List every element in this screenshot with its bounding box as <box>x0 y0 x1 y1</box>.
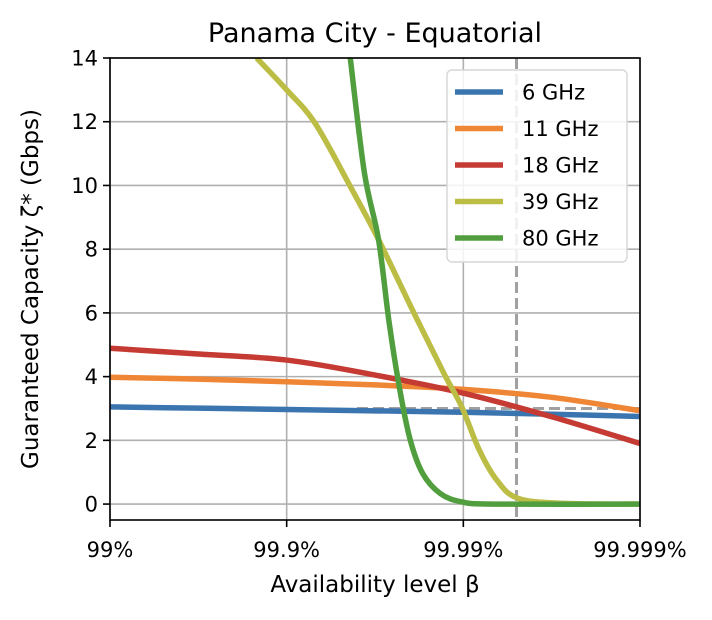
y-tick-label: 2 <box>85 429 98 453</box>
legend-label: 80 GHz <box>522 227 598 251</box>
legend-label: 39 GHz <box>522 190 598 214</box>
y-tick-label: 8 <box>85 238 98 262</box>
legend-box <box>446 69 628 263</box>
legend: 6 GHz 11 GHz 18 GHz 39 GHz 80 GHz <box>446 69 628 263</box>
legend-label: 11 GHz <box>522 117 598 141</box>
legend-label: 18 GHz <box>522 154 598 178</box>
chart-title: Panama City - Equatorial <box>208 18 542 49</box>
y-tick-label: 10 <box>71 174 98 198</box>
x-axis-label: Availability level β <box>270 572 479 598</box>
x-tick-label: 99.999% <box>593 538 686 562</box>
series-line-6-ghz <box>110 404 640 420</box>
y-axis-label: Guaranteed Capacity ζ* (Gbps) <box>18 109 44 469</box>
y-tick-label: 0 <box>85 493 98 517</box>
y-tick-label: 4 <box>85 365 98 389</box>
series-line-80-ghz <box>347 58 640 507</box>
series-group <box>110 58 640 507</box>
x-tick-label: 99.99% <box>423 538 503 562</box>
plot-frame <box>109 57 641 521</box>
series-line-18-ghz <box>110 345 640 447</box>
y-tick-label: 12 <box>71 110 98 134</box>
y-tick-label: 6 <box>85 301 98 325</box>
series-line-39-ghz <box>254 58 640 507</box>
series-line-11-ghz <box>110 374 640 414</box>
x-axis-ticks: 99% 99.9% 99.99% 99.999% <box>87 520 687 562</box>
y-tick-label: 14 <box>71 47 98 71</box>
reference-lines <box>356 58 640 520</box>
x-tick-label: 99.9% <box>253 538 320 562</box>
y-axis-ticks: 0 2 4 6 8 10 12 14 <box>71 47 110 517</box>
x-tick-label: 99% <box>87 538 134 562</box>
legend-label: 6 GHz <box>522 81 585 105</box>
